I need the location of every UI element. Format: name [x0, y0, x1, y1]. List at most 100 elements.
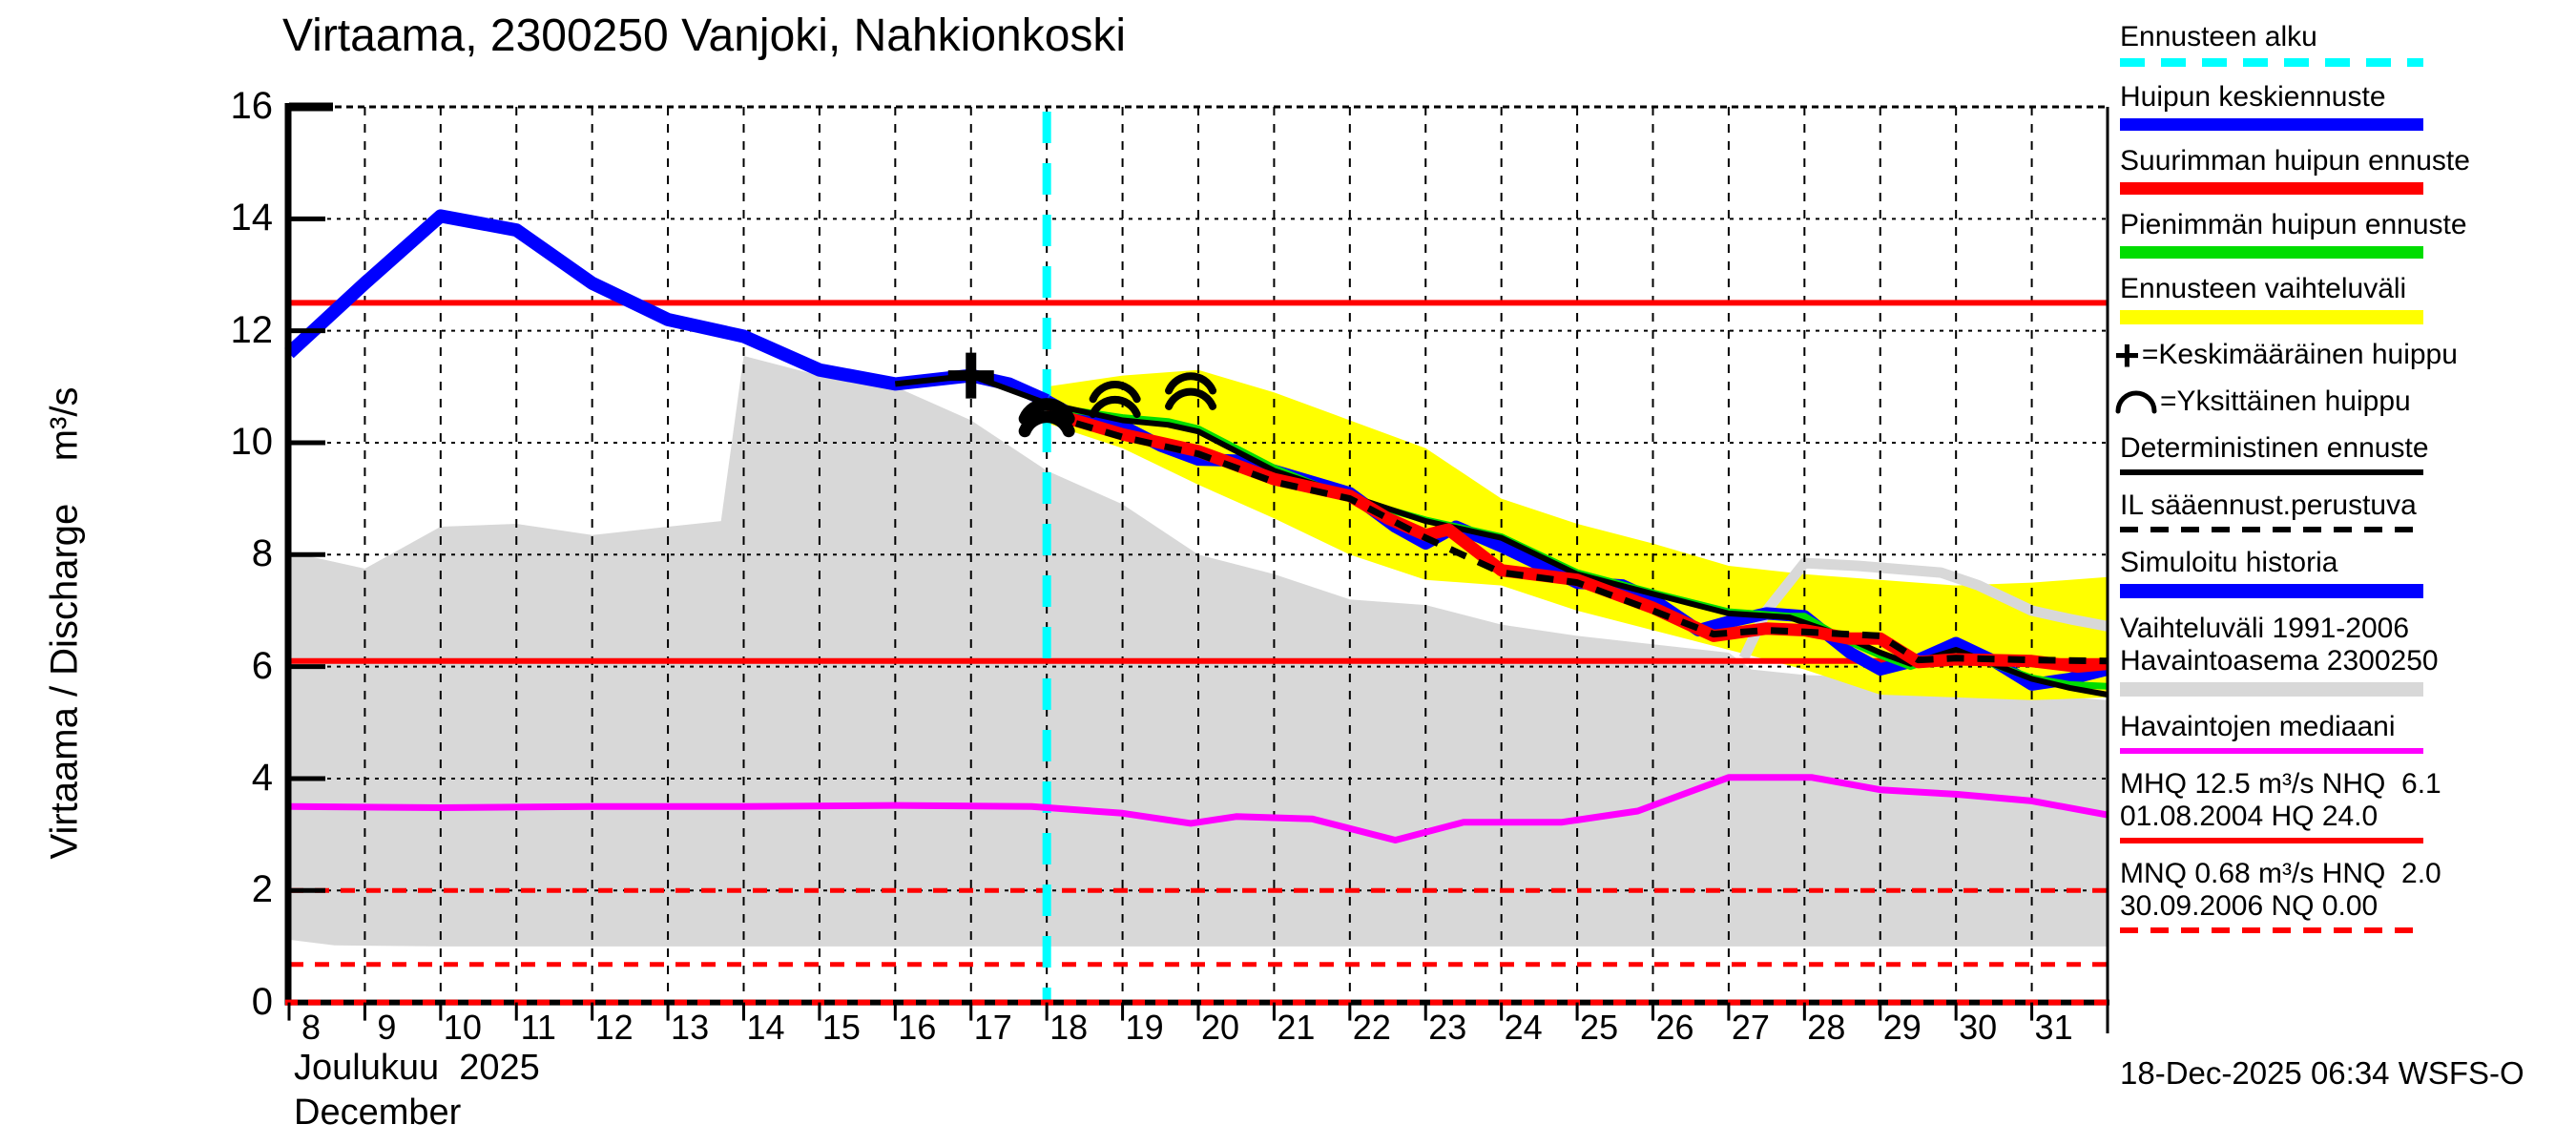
series-il-saaennusteeseen-perustuva	[1046, 411, 2109, 665]
legend-item-sample	[2120, 246, 2423, 259]
y-tick-label: 8	[251, 532, 273, 575]
legend-item: Ennusteen vaihteluväli	[2120, 273, 2573, 324]
x-tick-label: 26	[1655, 1008, 1694, 1047]
legend-item-label: =Yksittäinen huippu	[2160, 385, 2411, 417]
series-havaintojen-mediaani	[288, 774, 2109, 843]
x-axis-month-finnish: Joulukuu 2025	[294, 1048, 540, 1088]
x-tick-label: 23	[1428, 1008, 1467, 1047]
legend-item-label: Havaintoasema 2300250	[2120, 645, 2439, 677]
legend-item-label: Suurimman huipun ennuste	[2120, 145, 2470, 177]
forecast-range-band	[1047, 369, 2108, 700]
legend-item-sample	[2120, 182, 2423, 195]
legend-item-label: 01.08.2004 HQ 24.0	[2120, 801, 2379, 832]
legend-item-label: Simuloitu historia	[2120, 547, 2338, 578]
x-tick-label: 20	[1200, 1008, 1240, 1047]
legend-item-label: Vaihteluväli 1991-2006	[2120, 613, 2410, 644]
legend-item-sample	[2120, 469, 2423, 475]
y-tick-label: 6	[251, 644, 273, 687]
legend-item-label: Deterministinen ennuste	[2120, 432, 2429, 464]
legend-item-sample	[2120, 58, 2423, 67]
x-tick-label: 29	[1882, 1008, 1922, 1047]
x-tick-label: 22	[1352, 1008, 1391, 1047]
x-tick-label: 12	[594, 1008, 634, 1047]
x-tick-label: 24	[1504, 1008, 1543, 1047]
y-axis-label-text: Virtaama / Discharge	[43, 503, 86, 860]
legend-item-label: Huipun keskiennuste	[2120, 81, 2386, 113]
x-tick-label: 13	[671, 1008, 710, 1047]
legend-item: MNQ 0.68 m³/s HNQ 2.0 30.09.2006 NQ 0.00	[2120, 858, 2573, 933]
legend-item-sample	[2120, 838, 2423, 843]
legend-item-label: Ennusteen vaihteluväli	[2120, 273, 2407, 304]
legend-item-label: MHQ 12.5 m³/s NHQ 6.1	[2120, 768, 2441, 800]
legend-item: Simuloitu historia	[2120, 547, 2573, 598]
legend-item-label: Pienimmän huipun ennuste	[2120, 209, 2467, 240]
legend-item-sample	[2120, 584, 2423, 598]
x-tick-label: 16	[898, 1008, 937, 1047]
x-tick-label: 31	[2034, 1008, 2073, 1047]
y-tick-label: 14	[230, 197, 274, 239]
legend-item: + =Keskimääräinen huippu	[2114, 333, 2573, 377]
legend-item-sample	[2120, 748, 2423, 754]
legend-item-label: 30.09.2006 NQ 0.00	[2120, 890, 2379, 922]
individual-peak-marker	[1165, 387, 1217, 410]
x-tick-label: 30	[1959, 1008, 1998, 1047]
series-suurimman-huipun-ennuste	[1045, 406, 2109, 674]
legend-item: =Yksittäinen huippu	[2115, 385, 2573, 418]
legend-item-sample	[2120, 927, 2423, 933]
legend-item: Suurimman huipun ennuste	[2120, 145, 2573, 195]
mean-peak-icon: +	[2114, 330, 2140, 380]
x-tick-label: 25	[1580, 1008, 1619, 1047]
legend-item-sample	[2120, 310, 2423, 324]
individual-peak-icon	[2115, 390, 2157, 414]
observed-range-step	[1738, 557, 2109, 661]
x-tick-label: 9	[377, 1008, 397, 1047]
x-tick-label: 15	[821, 1008, 861, 1047]
x-tick-label: 27	[1731, 1008, 1770, 1047]
y-tick-label: 4	[251, 756, 273, 799]
legend-item-label: MNQ 0.68 m³/s HNQ 2.0	[2120, 858, 2441, 889]
individual-peak-marker	[1089, 395, 1141, 419]
x-tick-label: 14	[746, 1008, 785, 1047]
legend-item: Vaihteluväli 1991-2006 Havaintoasema 2300…	[2120, 613, 2573, 697]
x-tick-label: 11	[520, 1008, 556, 1047]
y-tick-label: 16	[230, 85, 274, 127]
individual-peak-marker	[1018, 410, 1075, 438]
timestamp: 18-Dec-2025 06:34 WSFS-O	[2120, 1055, 2524, 1091]
y-axis-label: Virtaama / Discharge m³/s	[44, 192, 92, 1055]
y-tick-label: 10	[230, 420, 274, 463]
legend-item: Huipun keskiennuste	[2120, 81, 2573, 131]
y-tick-label: 0	[251, 980, 273, 1023]
y-tick-label: 2	[251, 868, 273, 911]
x-tick-label: 17	[973, 1008, 1012, 1047]
individual-peak-marker	[1165, 372, 1217, 395]
y-axis-unit: m³/s	[43, 386, 86, 462]
individual-peak-marker	[1018, 398, 1075, 426]
legend-item: MHQ 12.5 m³/s NHQ 6.1 01.08.2004 HQ 24.0	[2120, 768, 2573, 843]
x-tick-label: 21	[1277, 1008, 1316, 1047]
y-tick-label: 12	[230, 308, 274, 351]
x-axis-month-english: December	[294, 1093, 462, 1133]
legend-item: Deterministinen ennuste	[2120, 432, 2573, 475]
legend-item: IL sääennust.perustuva	[2120, 489, 2573, 532]
legend-item: Pienimmän huipun ennuste	[2120, 209, 2573, 259]
x-tick-label: 19	[1125, 1008, 1164, 1047]
legend-item: Ennusteen alku	[2120, 21, 2573, 67]
x-tick-label: 8	[301, 1008, 322, 1047]
legend-item-label: =Keskimääräinen huippu	[2141, 339, 2458, 370]
chart-title: Virtaama, 2300250 Vanjoki, Nahkionkoski	[282, 10, 1127, 61]
legend-item-sample	[2120, 118, 2423, 131]
legend-item-sample	[2120, 527, 2423, 532]
y-axis-unit-gap	[44, 461, 86, 503]
legend: Ennusteen alku Huipun keskiennuste Suurimm…	[2114, 21, 2573, 947]
individual-peak-marker	[1089, 381, 1141, 404]
legend-item-label: Ennusteen alku	[2120, 21, 2317, 52]
legend-item: Havaintojen mediaani	[2120, 711, 2573, 754]
legend-item-label: IL sääennust.perustuva	[2120, 489, 2417, 521]
x-tick-label: 28	[1807, 1008, 1846, 1047]
x-tick-label: 10	[443, 1008, 482, 1047]
x-tick-label: 18	[1049, 1008, 1089, 1047]
legend-item-label: Havaintojen mediaani	[2120, 711, 2396, 742]
legend-item-sample	[2120, 682, 2423, 697]
